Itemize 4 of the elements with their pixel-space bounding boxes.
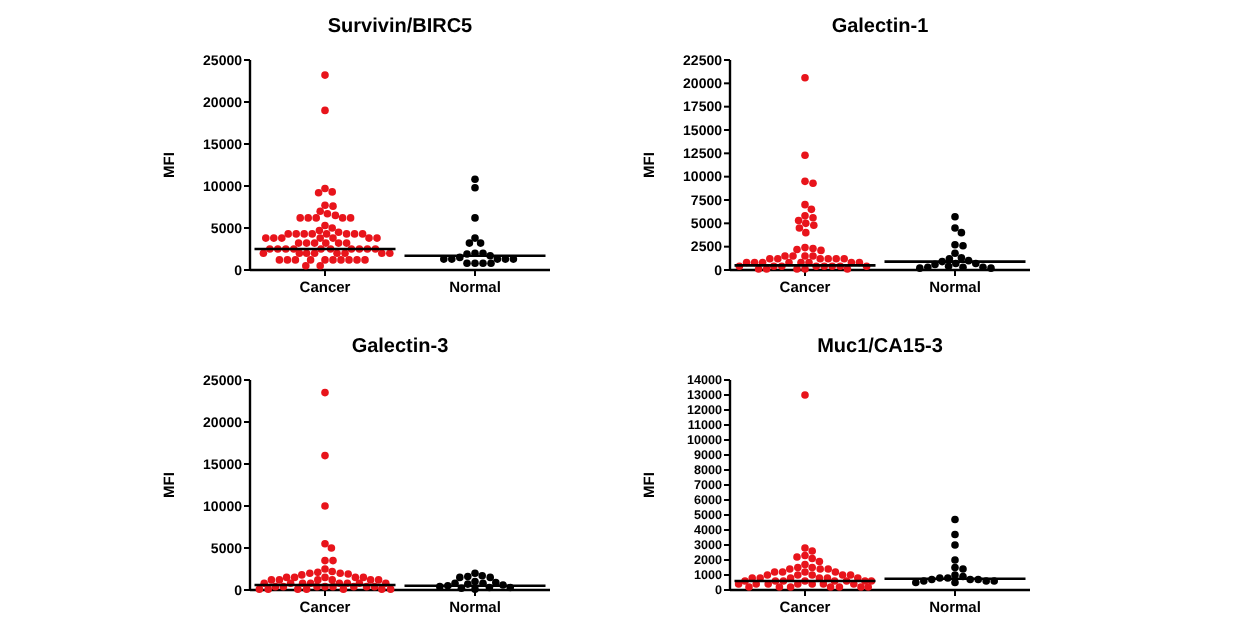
chart-title: Galectin-1 — [831, 16, 930, 38]
chart-title: Galectin-3 — [351, 336, 450, 358]
chart-title: Muc1/CA15-3 — [817, 336, 944, 358]
chart-title: Survivin/BIRC5 — [327, 16, 474, 38]
